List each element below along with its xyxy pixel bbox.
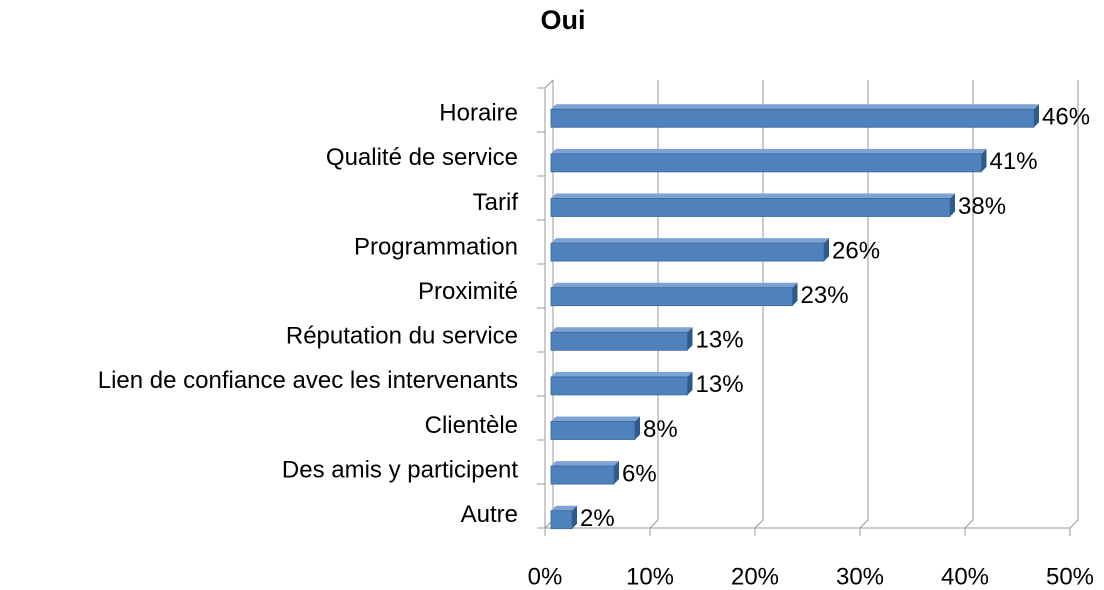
bar	[550, 198, 951, 217]
bar-top	[551, 148, 987, 154]
bar	[550, 108, 1035, 128]
bar-top	[551, 371, 693, 377]
grid-line	[649, 80, 659, 529]
x-tick-label: 20%	[731, 563, 779, 590]
chart-title: Oui	[541, 5, 586, 35]
y-tick-label: Programmation	[354, 233, 518, 260]
value-label: 46%	[1042, 104, 1090, 131]
x-tick-label: 10%	[626, 563, 674, 590]
value-label: 26%	[832, 237, 880, 264]
y-tick-label: Horaire	[439, 100, 518, 127]
bar	[550, 510, 573, 530]
x-tick-label: 30%	[836, 563, 884, 590]
bar-side	[824, 238, 829, 262]
y-tick-label: Autre	[461, 501, 518, 528]
bar-top	[551, 238, 829, 244]
bar-top	[551, 327, 693, 333]
x-tick-label: 40%	[941, 563, 989, 590]
value-label: 8%	[643, 416, 678, 443]
bar-side	[687, 327, 693, 351]
y-tick-label: Proximité	[418, 278, 518, 305]
value-label: 6%	[622, 460, 657, 487]
bar-side	[792, 282, 798, 306]
y-tick-label: Clientèle	[425, 412, 518, 439]
grid-line	[1069, 80, 1079, 529]
bar-side	[614, 461, 619, 485]
y-tick-label: Lien de confiance avec les intervenants	[98, 367, 518, 394]
bar	[550, 376, 688, 396]
x-tick-label: 0%	[528, 563, 563, 590]
value-label: 13%	[696, 327, 744, 354]
bar-side	[572, 505, 577, 529]
bar	[550, 242, 825, 262]
bar-side	[1034, 104, 1039, 128]
bar	[550, 331, 688, 351]
bar-top	[551, 416, 640, 422]
grid-line	[964, 80, 974, 529]
bar-top	[551, 461, 619, 467]
bar	[550, 421, 636, 440]
y-tick-label: Tarif	[473, 189, 519, 216]
bar-side	[981, 148, 987, 172]
bar-top	[551, 104, 1039, 110]
y-tick-label: Des amis y participent	[282, 456, 518, 483]
value-label: 23%	[801, 282, 849, 309]
bar-side	[687, 371, 693, 395]
bar-top	[551, 505, 577, 511]
y-tick-label: Réputation du service	[286, 323, 518, 350]
bar-top	[551, 282, 798, 288]
grid-line	[754, 80, 764, 529]
value-label: 38%	[958, 193, 1006, 220]
value-label: 41%	[990, 148, 1038, 175]
bar-side	[635, 416, 640, 440]
bar	[550, 287, 793, 307]
bar	[550, 153, 982, 173]
grid-line	[859, 80, 869, 529]
bar-side	[950, 193, 955, 217]
value-label: 13%	[696, 371, 744, 398]
bar-top	[551, 193, 955, 199]
y-tick-label: Qualité de service	[326, 144, 518, 171]
value-label: 2%	[580, 505, 615, 532]
x-tick-label: 50%	[1046, 563, 1094, 590]
bar	[550, 465, 615, 485]
